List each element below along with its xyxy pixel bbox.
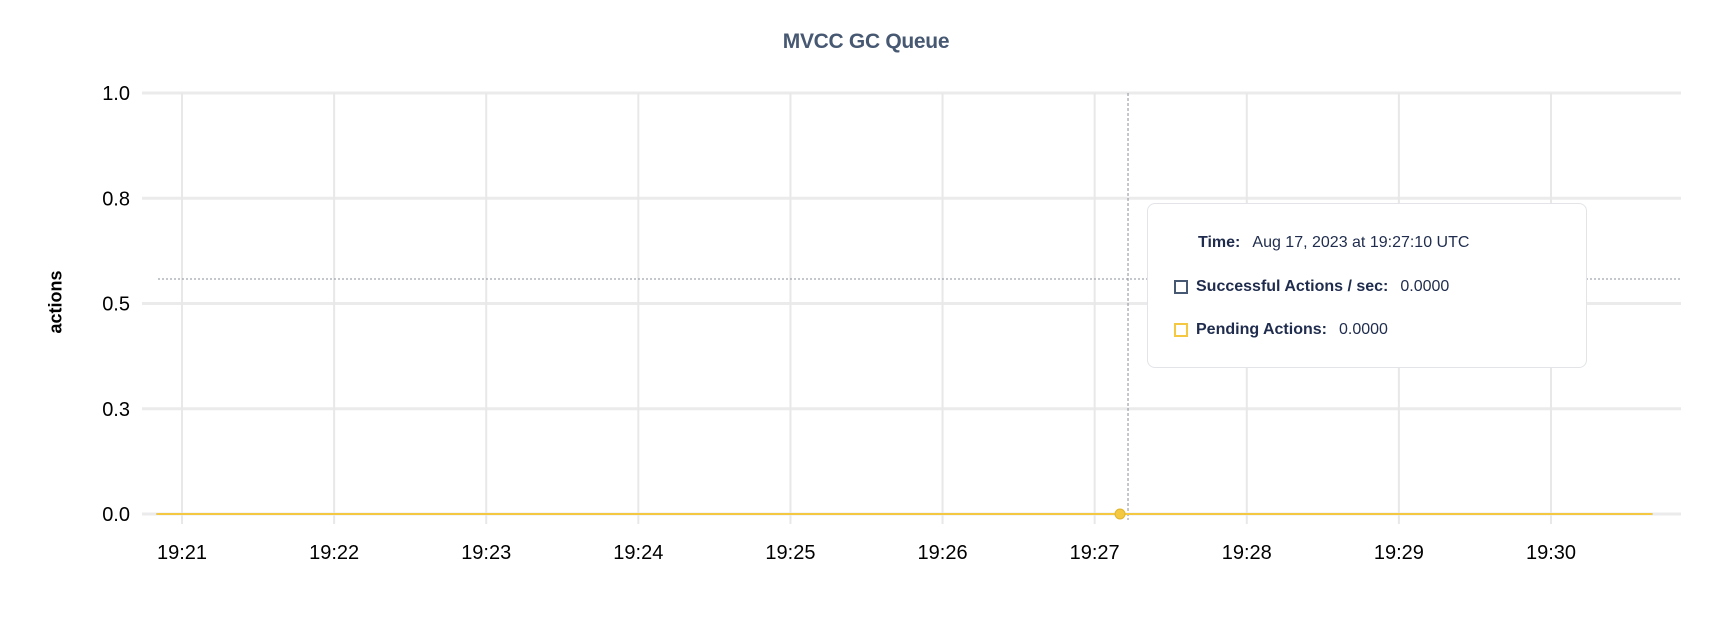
y-axis-label: actions (45, 270, 66, 334)
hover-point (1114, 508, 1126, 520)
x-tick-label: 19:28 (1222, 542, 1272, 564)
y-tick-label: 0.8 (102, 188, 130, 210)
x-tick-label: 19:26 (918, 542, 968, 564)
series-swatch-icon (1174, 280, 1188, 294)
series-swatch-icon (1174, 323, 1188, 337)
x-tick-label: 19:30 (1526, 542, 1576, 564)
y-tick-label: 0.0 (102, 504, 130, 526)
hover-tooltip: Time: Aug 17, 2023 at 19:27:10 UTC Succe… (1147, 203, 1587, 368)
x-tick-label: 19:21 (157, 542, 207, 564)
x-tick-label: 19:29 (1374, 542, 1424, 564)
tooltip-time-row: Time: Aug 17, 2023 at 19:27:10 UTC (1198, 234, 1469, 252)
tooltip-row-pending: Pending Actions: 0.0000 (1174, 321, 1388, 339)
tooltip-series-value: 0.0000 (1400, 278, 1450, 295)
tooltip-time-label: Time: (1198, 234, 1241, 251)
y-tick-label: 0.5 (102, 294, 130, 316)
x-tick-label: 19:27 (1070, 542, 1120, 564)
chart-title: MVCC GC Queue (782, 30, 950, 53)
x-tick-label: 19:23 (461, 542, 511, 564)
tooltip-series-label: Successful Actions / sec: (1196, 278, 1389, 295)
x-tick-label: 19:24 (613, 542, 663, 564)
y-tick-label: 1.0 (102, 83, 130, 105)
tooltip-series-label: Pending Actions: (1196, 321, 1327, 338)
x-tick-label: 19:25 (765, 542, 815, 564)
tooltip-time-value: Aug 17, 2023 at 19:27:10 UTC (1252, 234, 1470, 251)
tooltip-series-value: 0.0000 (1338, 321, 1388, 338)
tooltip-row-successful: Successful Actions / sec: 0.0000 (1174, 278, 1449, 296)
x-tick-label: 19:22 (309, 542, 359, 564)
y-tick-label: 0.3 (102, 399, 130, 421)
